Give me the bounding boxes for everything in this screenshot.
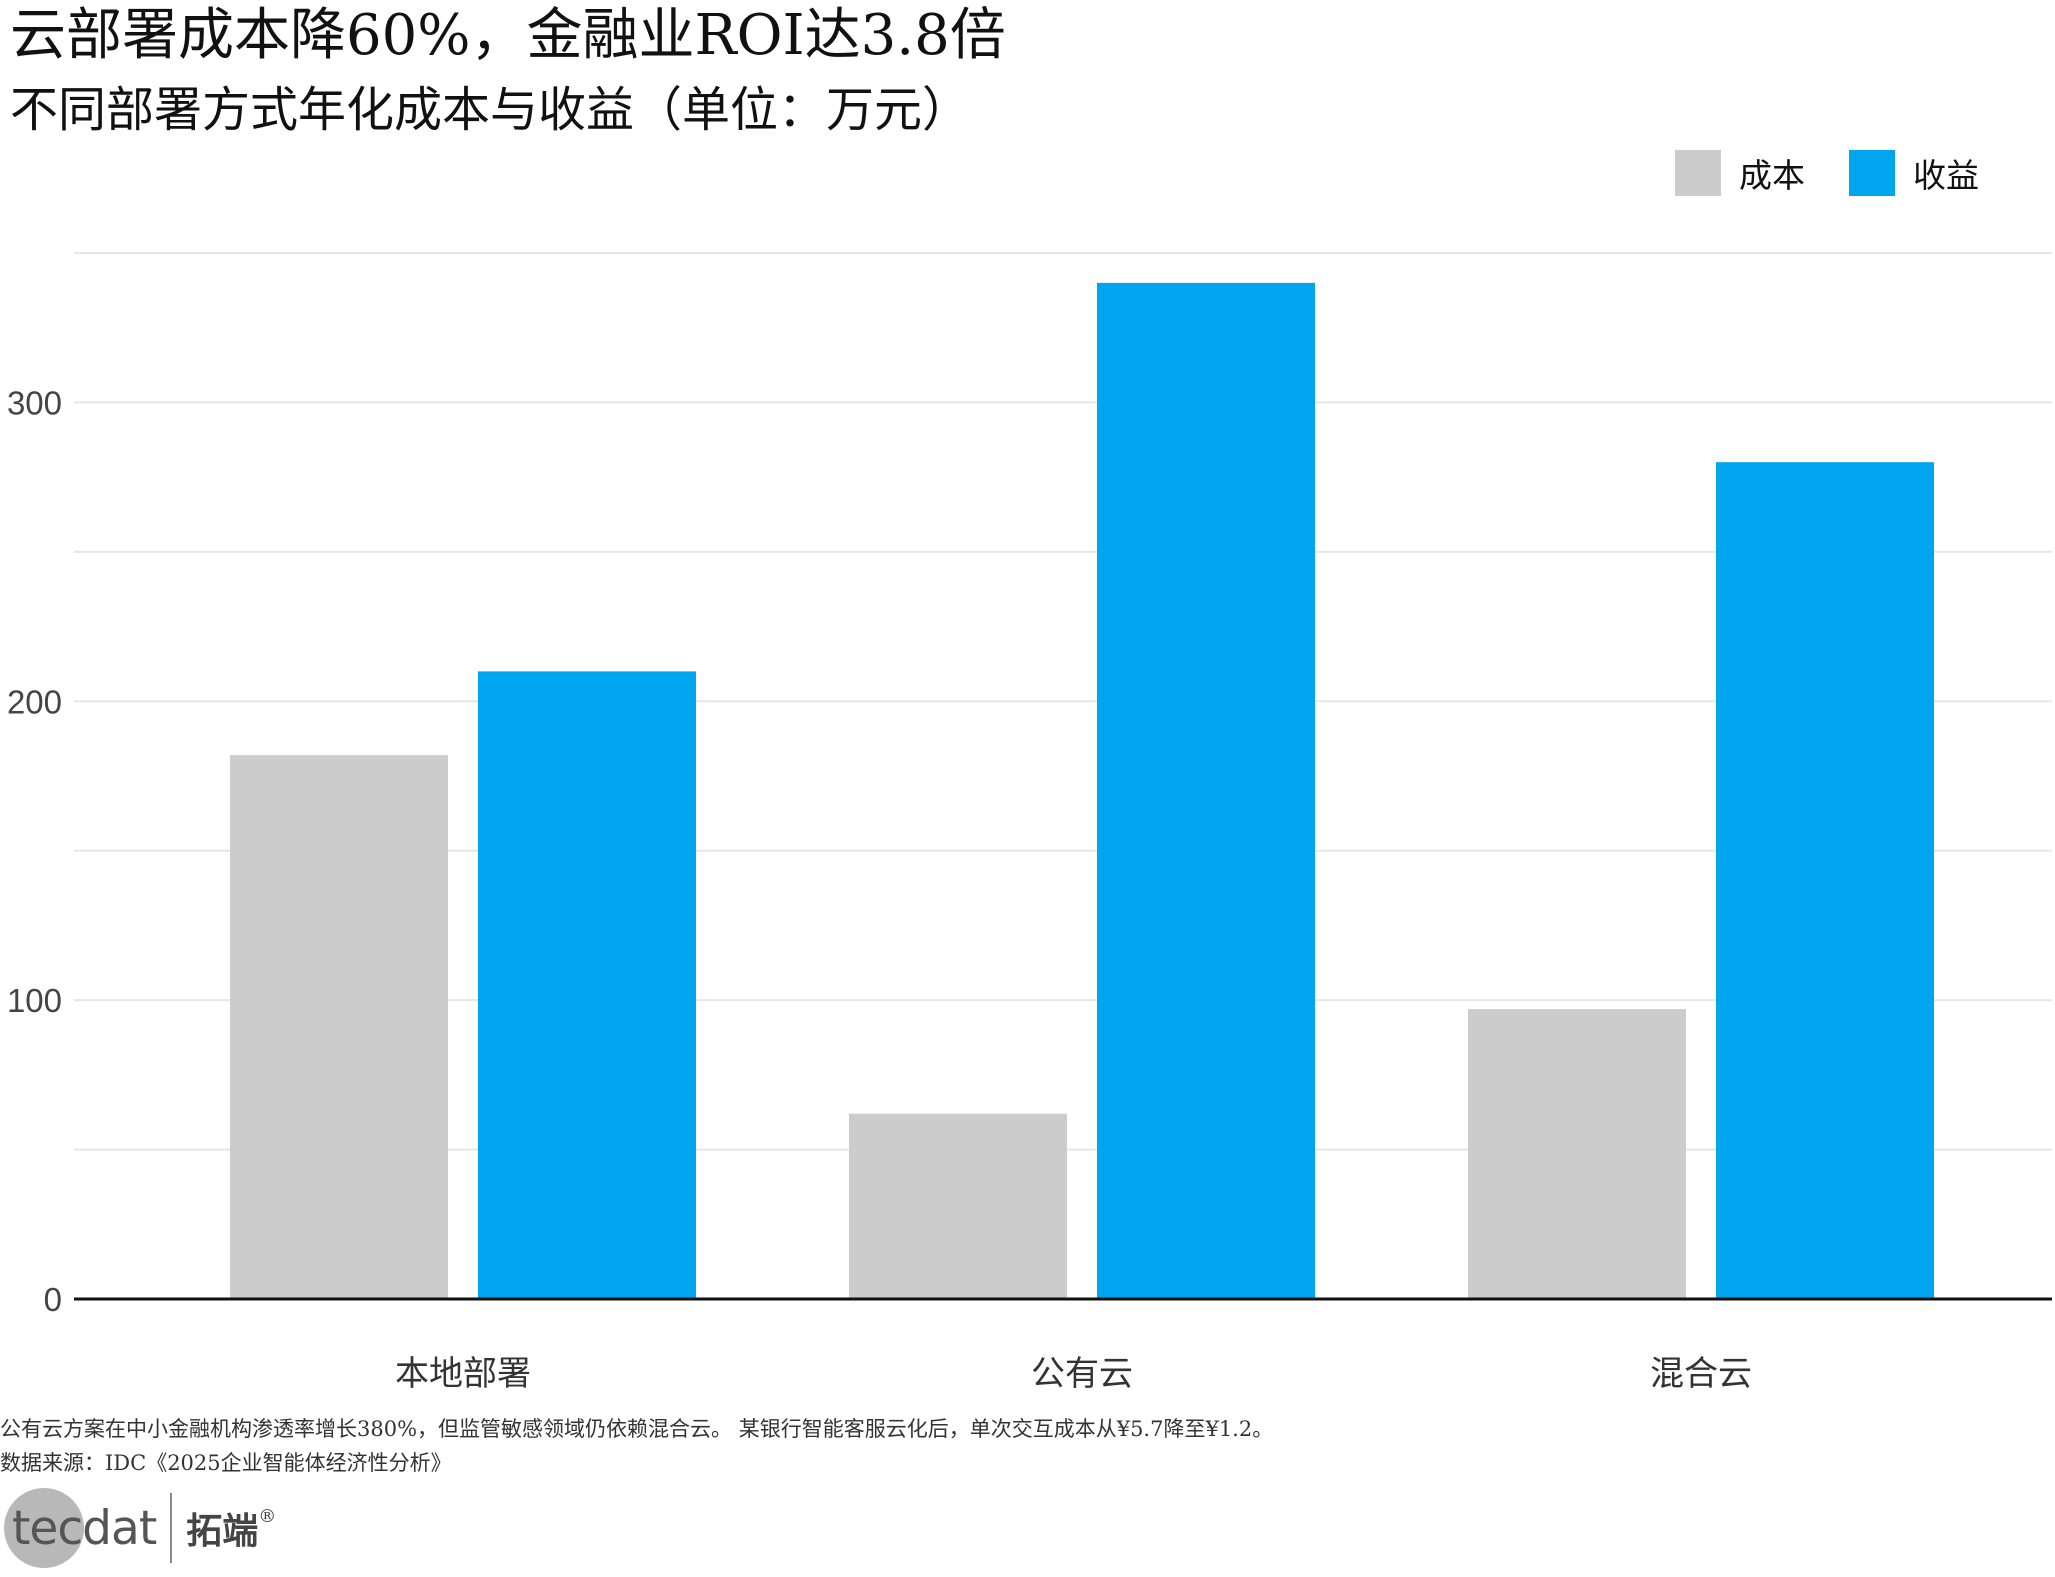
y-tick-label: 300 xyxy=(7,384,62,421)
y-tick-label: 0 xyxy=(44,1281,62,1318)
x-category-label: 本地部署 xyxy=(395,1354,531,1394)
chart-subtitle: 不同部署方式年化成本与收益（单位：万元） xyxy=(10,82,971,138)
y-tick-label: 200 xyxy=(7,683,62,720)
legend-label-revenue: 收益 xyxy=(1913,156,1979,195)
legend-item-revenue: 收益 xyxy=(1849,149,1979,197)
logo-text-cn: 拓端 xyxy=(186,1511,259,1552)
bar-chart: 0 100 200 300 本地部署 公有云 混合云 xyxy=(7,252,2052,1394)
cost-bar xyxy=(230,755,448,1299)
chart-legend: 成本 收益 xyxy=(1675,150,2023,196)
data-source: 数据来源：IDC《2025企业智能体经济性分析》 xyxy=(0,1451,452,1475)
logo-divider xyxy=(170,1493,173,1563)
legend-swatch-cost xyxy=(1675,150,1721,196)
legend-label-cost: 成本 xyxy=(1739,156,1805,195)
revenue-bar xyxy=(478,671,696,1299)
cost-bar xyxy=(1468,1009,1686,1299)
legend-swatch-revenue xyxy=(1849,150,1895,196)
chart-note: 公有云方案在中小金融机构渗透率增长380%，但监管敏感领域仍依赖混合云。 某银行… xyxy=(0,1417,1274,1441)
cost-bar xyxy=(849,1113,1067,1299)
logo-registered-mark: ® xyxy=(258,1506,277,1527)
logo-text-en: tecdat xyxy=(12,1500,157,1556)
tecdat-logo: tecdat 拓端 ® xyxy=(4,1488,276,1568)
chart-title: 云部署成本降60%，金融业ROI达3.8倍 xyxy=(10,3,1006,68)
revenue-bar xyxy=(1097,282,1315,1299)
legend-item-cost: 成本 xyxy=(1675,149,1805,197)
x-category-label: 混合云 xyxy=(1650,1354,1752,1394)
y-tick-label: 100 xyxy=(7,982,62,1019)
revenue-bar xyxy=(1716,462,1934,1299)
logo-circle xyxy=(4,1488,84,1568)
x-category-label: 公有云 xyxy=(1031,1354,1133,1394)
